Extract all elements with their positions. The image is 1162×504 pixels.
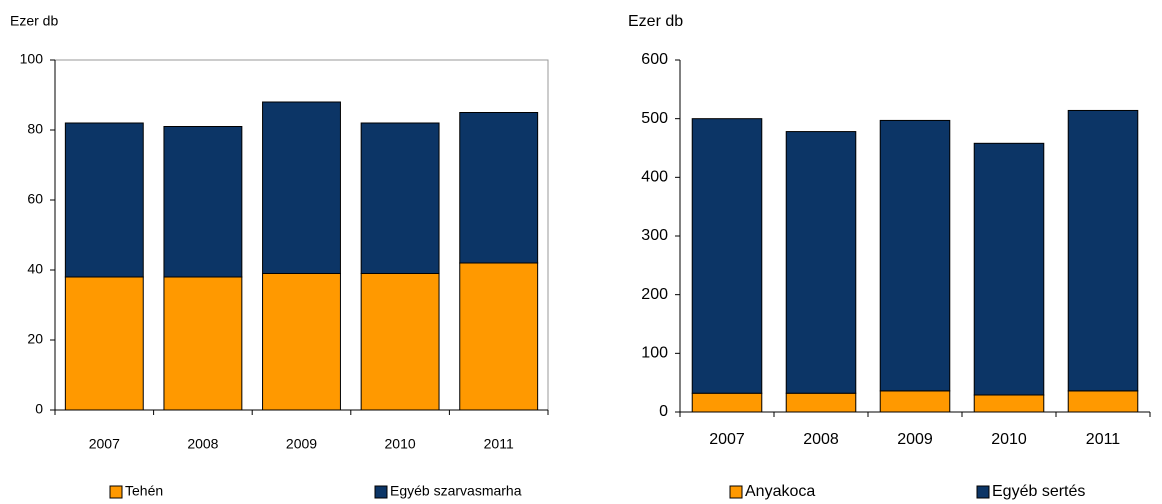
y-axis-label: Ezer db xyxy=(10,13,58,29)
bar xyxy=(879,119,951,392)
y-tick-label: 0 xyxy=(659,403,668,420)
bar xyxy=(691,392,763,413)
bar xyxy=(785,131,857,394)
bar xyxy=(64,122,144,278)
x-tick-label: 2009 xyxy=(286,436,317,452)
legend-swatch xyxy=(976,485,990,499)
bar xyxy=(1067,390,1139,413)
x-tick-label: 2009 xyxy=(897,431,933,448)
x-tick-label: 2008 xyxy=(187,436,218,452)
y-tick-label: 100 xyxy=(641,345,668,362)
bar xyxy=(879,390,951,413)
bar xyxy=(64,276,144,411)
y-tick-label: 300 xyxy=(641,227,668,244)
bar xyxy=(163,126,243,278)
y-tick-label: 600 xyxy=(641,51,668,68)
bar xyxy=(691,118,763,394)
bar xyxy=(1067,109,1139,392)
legend-label: Egyéb sertés xyxy=(992,483,1085,500)
bar xyxy=(459,262,539,411)
x-tick-label: 2007 xyxy=(89,436,120,452)
x-tick-label: 2008 xyxy=(803,431,839,448)
y-tick-label: 80 xyxy=(27,121,43,137)
y-axis-label: Ezer db xyxy=(628,13,683,30)
y-tick-label: 200 xyxy=(641,286,668,303)
y-tick-label: 500 xyxy=(641,110,668,127)
bar xyxy=(163,276,243,411)
bar xyxy=(459,112,539,264)
x-tick-label: 2010 xyxy=(991,431,1027,448)
legend-label: Tehén xyxy=(125,483,163,499)
y-tick-label: 40 xyxy=(27,261,43,277)
bar xyxy=(360,122,440,274)
y-tick-label: 0 xyxy=(35,401,43,417)
x-tick-label: 2011 xyxy=(484,436,514,452)
y-tick-label: 100 xyxy=(20,51,44,67)
legend-swatch xyxy=(729,485,743,499)
legend-label: Anyakoca xyxy=(745,483,815,500)
bar xyxy=(262,273,341,411)
bar xyxy=(973,142,1045,396)
bar xyxy=(785,392,857,413)
x-tick-label: 2010 xyxy=(385,436,416,452)
legend-label: Egyéb szarvasmarha xyxy=(390,483,522,499)
x-tick-label: 2011 xyxy=(1086,431,1121,448)
y-tick-label: 20 xyxy=(27,331,43,347)
bar xyxy=(973,394,1045,413)
y-tick-label: 60 xyxy=(27,191,43,207)
bar xyxy=(262,101,341,274)
bar xyxy=(360,273,440,411)
x-tick-label: 2007 xyxy=(709,431,745,448)
y-tick-label: 400 xyxy=(641,169,668,186)
legend-swatch xyxy=(374,485,388,499)
legend-swatch xyxy=(109,485,123,499)
